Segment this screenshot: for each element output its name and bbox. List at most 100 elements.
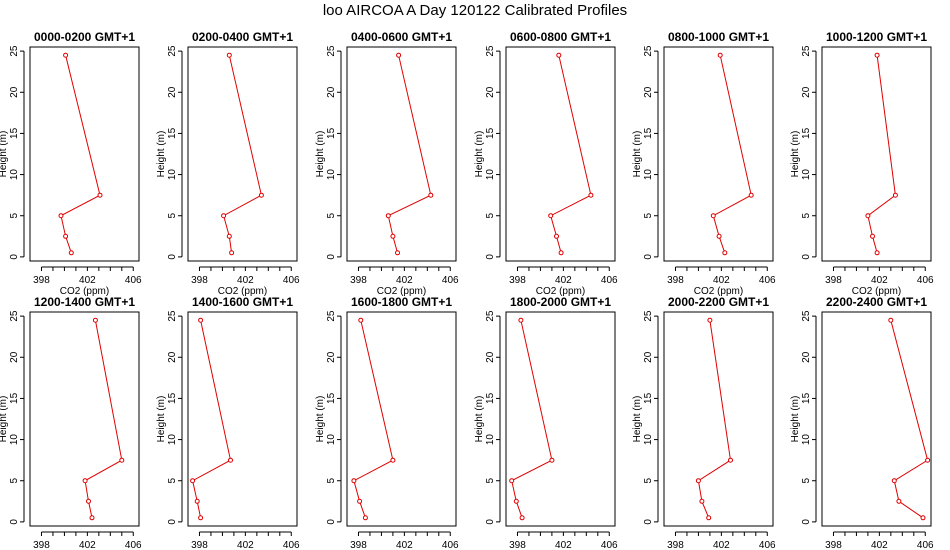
y-tick-label: 0: [9, 519, 20, 525]
data-point: [707, 516, 711, 520]
y-tick-label: 10: [167, 169, 178, 181]
y-axis-label: Height (m): [790, 131, 801, 178]
data-point: [875, 53, 879, 57]
y-tick-label: 15: [9, 127, 20, 139]
y-tick-label: 0: [9, 254, 20, 260]
x-tick-label: 398: [509, 275, 526, 286]
panel-title: 2200-2400 GMT+1: [826, 295, 927, 309]
y-tick-label: 25: [167, 310, 178, 322]
y-tick-label: 5: [9, 478, 20, 484]
y-tick-label: 0: [326, 519, 337, 525]
y-tick-label: 25: [167, 45, 178, 57]
data-point: [358, 499, 362, 503]
y-tick-label: 10: [643, 434, 654, 446]
plot-frame: [822, 312, 931, 526]
data-point: [64, 234, 68, 238]
profile-line: [512, 320, 552, 518]
x-tick-label: 398: [825, 275, 842, 286]
plot-frame: [188, 312, 297, 526]
data-point: [892, 479, 896, 483]
y-tick-label: 25: [643, 45, 654, 57]
y-tick-label: 20: [9, 86, 20, 98]
data-point: [559, 251, 563, 255]
y-tick-label: 0: [801, 519, 812, 525]
y-tick-label: 20: [643, 86, 654, 98]
y-tick-label: 15: [643, 392, 654, 404]
panel-title: 0000-0200 GMT+1: [34, 30, 135, 44]
panel-title: 2000-2200 GMT+1: [668, 295, 769, 309]
y-tick-label: 20: [167, 86, 178, 98]
y-tick-label: 5: [801, 213, 812, 219]
data-point: [717, 234, 721, 238]
y-tick-label: 15: [643, 127, 654, 139]
profile-line: [354, 320, 393, 518]
data-point: [191, 479, 195, 483]
y-tick-label: 0: [167, 519, 178, 525]
data-point: [510, 479, 514, 483]
x-tick-label: 406: [125, 540, 142, 550]
y-tick-label: 25: [801, 45, 812, 57]
y-tick-label: 10: [326, 169, 337, 181]
x-tick-label: 398: [350, 540, 367, 550]
y-tick-label: 25: [485, 45, 496, 57]
y-tick-label: 15: [167, 392, 178, 404]
profile-line: [193, 320, 231, 518]
x-tick-label: 406: [917, 540, 934, 550]
data-point: [520, 516, 524, 520]
y-tick-label: 15: [801, 392, 812, 404]
data-point: [718, 53, 722, 57]
x-tick-label: 398: [191, 275, 208, 286]
y-tick-label: 5: [167, 478, 178, 484]
x-tick-label: 402: [237, 275, 254, 286]
x-tick-label: 398: [825, 540, 842, 550]
y-tick-label: 5: [167, 213, 178, 219]
x-tick-label: 406: [442, 275, 459, 286]
data-point: [199, 516, 203, 520]
y-axis-label: Height (m): [156, 396, 167, 443]
data-point: [921, 516, 925, 520]
plot-frame: [506, 312, 615, 526]
x-tick-label: 406: [601, 540, 618, 550]
data-point: [87, 499, 91, 503]
y-tick-label: 5: [643, 213, 654, 219]
data-point: [875, 251, 879, 255]
y-tick-label: 25: [485, 310, 496, 322]
data-point: [729, 458, 733, 462]
y-tick-label: 5: [485, 478, 496, 484]
data-point: [64, 53, 68, 57]
y-tick-label: 15: [326, 392, 337, 404]
y-tick-label: 25: [9, 310, 20, 322]
y-tick-label: 10: [167, 434, 178, 446]
x-tick-label: 402: [555, 275, 572, 286]
data-point: [397, 53, 401, 57]
data-point: [363, 516, 367, 520]
x-tick-label: 402: [396, 275, 413, 286]
data-point: [866, 214, 870, 218]
y-axis-label: Height (m): [632, 396, 643, 443]
y-axis-label: Height (m): [790, 396, 801, 443]
y-tick-label: 10: [485, 434, 496, 446]
y-axis-label: Height (m): [0, 131, 9, 178]
profile-line: [388, 55, 431, 253]
y-tick-label: 5: [326, 213, 337, 219]
y-tick-label: 25: [326, 45, 337, 57]
plot-frame: [188, 47, 297, 261]
panel-title: 1200-1400 GMT+1: [34, 295, 135, 309]
y-tick-label: 15: [9, 392, 20, 404]
x-tick-label: 402: [713, 275, 730, 286]
profile-line: [868, 55, 896, 253]
y-tick-label: 0: [485, 519, 496, 525]
plot-frame: [30, 47, 139, 261]
y-tick-label: 25: [326, 310, 337, 322]
y-tick-label: 10: [801, 169, 812, 181]
x-tick-label: 406: [442, 540, 459, 550]
y-tick-label: 0: [167, 254, 178, 260]
data-point: [93, 318, 97, 322]
data-point: [514, 499, 518, 503]
x-tick-label: 398: [191, 540, 208, 550]
data-point: [926, 458, 930, 462]
x-tick-label: 398: [667, 275, 684, 286]
y-tick-label: 25: [9, 45, 20, 57]
y-tick-label: 25: [801, 310, 812, 322]
y-axis-label: Height (m): [315, 131, 326, 178]
